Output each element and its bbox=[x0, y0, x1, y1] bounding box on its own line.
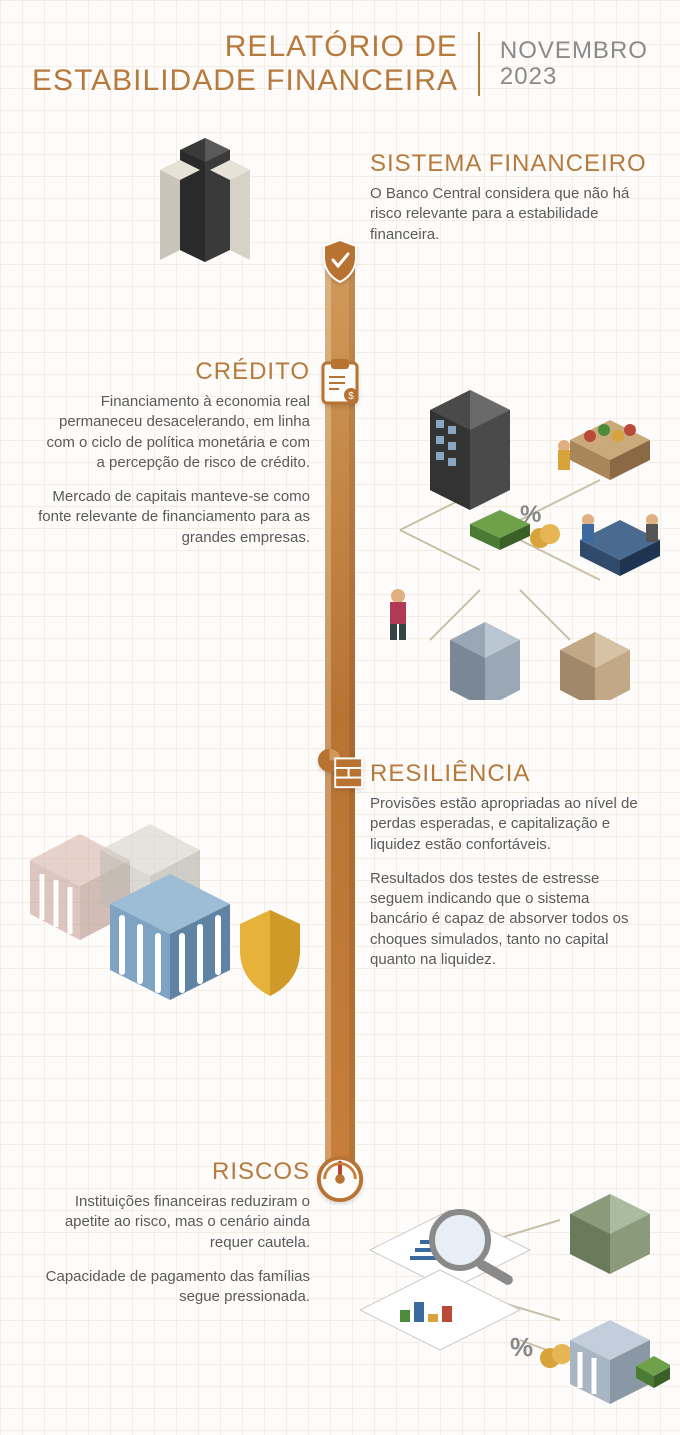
clipboard-icon: $ bbox=[316, 358, 364, 406]
riscos-p1: Instituições financeiras reduziram o ape… bbox=[35, 1192, 310, 1253]
section-riscos: RISCOS Instituições financeiras reduzira… bbox=[35, 1158, 310, 1321]
riscos-illustration: % bbox=[360, 1190, 670, 1425]
gauge-icon bbox=[316, 1155, 364, 1203]
date-line2: 2023 bbox=[500, 64, 648, 90]
title-line2: ESTABILIDADE FINANCEIRA bbox=[32, 64, 458, 98]
credito-title: CRÉDITO bbox=[35, 358, 310, 386]
date-line1: NOVEMBRO bbox=[500, 38, 648, 64]
section-resiliencia: RESILIÊNCIA Provisões estão apropriadas … bbox=[370, 760, 650, 984]
credito-p1: Financiamento à economia real permaneceu… bbox=[35, 392, 310, 473]
riscos-title: RISCOS bbox=[35, 1158, 310, 1186]
resiliencia-illustration bbox=[20, 810, 320, 1015]
riscos-p2: Capacidade de pagamento das famílias seg… bbox=[35, 1267, 310, 1308]
riscos-body: Instituições financeiras reduziram o ape… bbox=[35, 1192, 310, 1307]
shield-icon bbox=[316, 236, 364, 284]
resiliencia-p1: Provisões estão apropriadas ao nível de … bbox=[370, 794, 650, 855]
resiliencia-p2: Resultados dos testes de estresse seguem… bbox=[370, 869, 650, 970]
section-credito: CRÉDITO Financiamento à economia real pe… bbox=[35, 358, 310, 562]
header-date: NOVEMBRO 2023 bbox=[480, 30, 648, 98]
header: RELATÓRIO DE ESTABILIDADE FINANCEIRA NOV… bbox=[0, 30, 680, 98]
credito-p2: Mercado de capitais manteve-se como font… bbox=[35, 487, 310, 548]
central-bank-tower-icon bbox=[150, 130, 260, 285]
sistema-body: O Banco Central considera que não há ris… bbox=[370, 184, 650, 245]
credito-illustration: % bbox=[370, 380, 670, 700]
sistema-title: SISTEMA FINANCEIRO bbox=[370, 150, 670, 178]
credito-body: Financiamento à economia real permaneceu… bbox=[35, 392, 310, 548]
header-title: RELATÓRIO DE ESTABILIDADE FINANCEIRA bbox=[32, 30, 478, 98]
title-line1: RELATÓRIO DE bbox=[32, 30, 458, 64]
section-sistema: SISTEMA FINANCEIRO O Banco Central consi… bbox=[370, 150, 650, 245]
svg-text:%: % bbox=[520, 501, 541, 528]
svg-text:%: % bbox=[510, 1332, 533, 1362]
wall-icon bbox=[316, 744, 364, 792]
resiliencia-title: RESILIÊNCIA bbox=[370, 760, 650, 788]
svg-text:$: $ bbox=[348, 391, 354, 402]
resiliencia-body: Provisões estão apropriadas ao nível de … bbox=[370, 794, 650, 970]
